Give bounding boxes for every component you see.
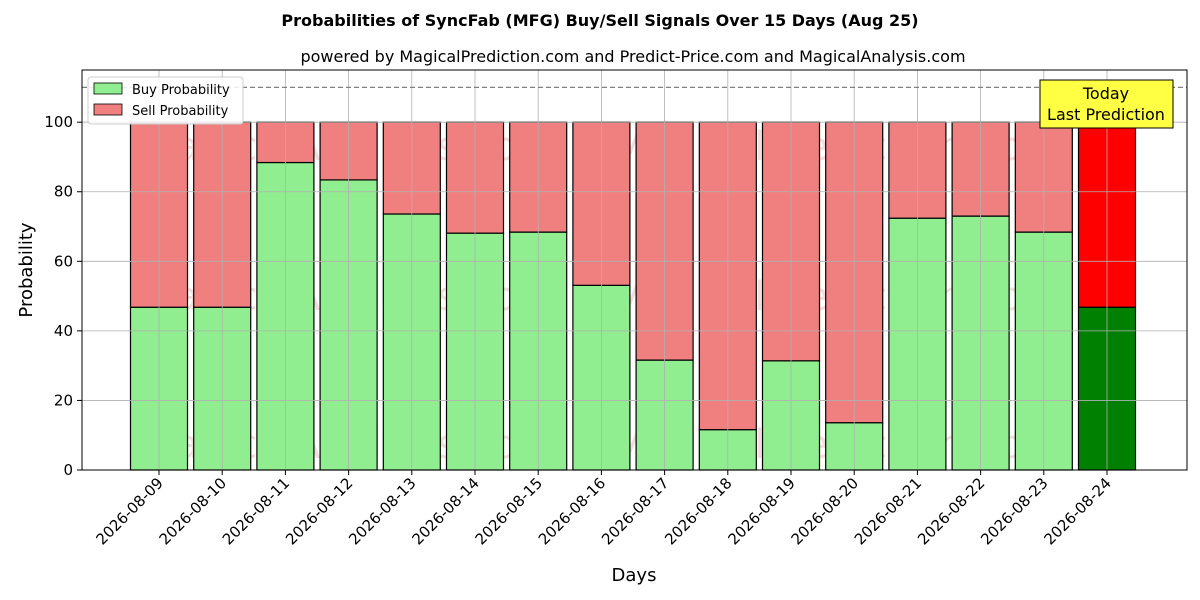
x-tick-label: 2026-08-09 [92,474,166,548]
today-annotation: Today Last Prediction [1039,79,1174,129]
legend-label-sell: Sell Probability [132,104,229,119]
legend-label-buy: Buy Probability [132,83,230,98]
x-tick-label: 2026-08-20 [788,474,862,548]
y-tick-label: 100 [44,113,73,131]
y-tick-label: 60 [54,252,73,270]
annotation-line-1: Today [1082,84,1129,103]
y-axis-label: Probability [16,222,37,317]
x-tick-label: 2026-08-19 [724,474,798,548]
legend-swatch-buy [93,82,123,95]
x-tick-label: 2026-08-17 [598,474,672,548]
chart-title: Probabilities of SyncFab (MFG) Buy/Sell … [281,11,918,30]
x-tick-label: 2026-08-11 [219,474,293,548]
x-tick-label: 2026-08-22 [914,474,988,548]
y-tick-label: 80 [54,183,73,201]
y-tick-label: 0 [63,461,73,479]
x-tick-label: 2026-08-10 [156,474,230,548]
legend-swatch-sell [93,103,123,116]
x-axis-label: Days [612,565,657,586]
x-tick-label: 2026-08-21 [851,474,925,548]
plot-frame [81,69,1188,471]
x-tick-label: 2026-08-14 [408,474,482,548]
x-tick-label: 2026-08-12 [282,474,356,548]
x-tick-label: 2026-08-16 [535,474,609,548]
y-tick-label: 20 [54,391,73,409]
annotation-line-2: Last Prediction [1047,105,1165,124]
y-axis: 0 20 40 60 80 100 [44,113,82,479]
annotation-box [1039,79,1174,129]
legend-box [87,76,244,125]
x-tick-label: 2026-08-24 [1040,474,1114,548]
legend: Buy Probability Sell Probability [87,76,244,125]
x-axis: 2026-08-092026-08-102026-08-112026-08-12… [92,470,1115,548]
x-tick-label: 2026-08-13 [345,474,419,548]
grid-layer [82,70,1187,471]
x-tick-label: 2026-08-18 [661,474,735,548]
x-tick-label: 2026-08-15 [472,474,546,548]
y-tick-label: 40 [54,322,73,340]
chart-subtitle: powered by MagicalPrediction.com and Pre… [300,47,965,66]
x-tick-label: 2026-08-23 [977,474,1051,548]
